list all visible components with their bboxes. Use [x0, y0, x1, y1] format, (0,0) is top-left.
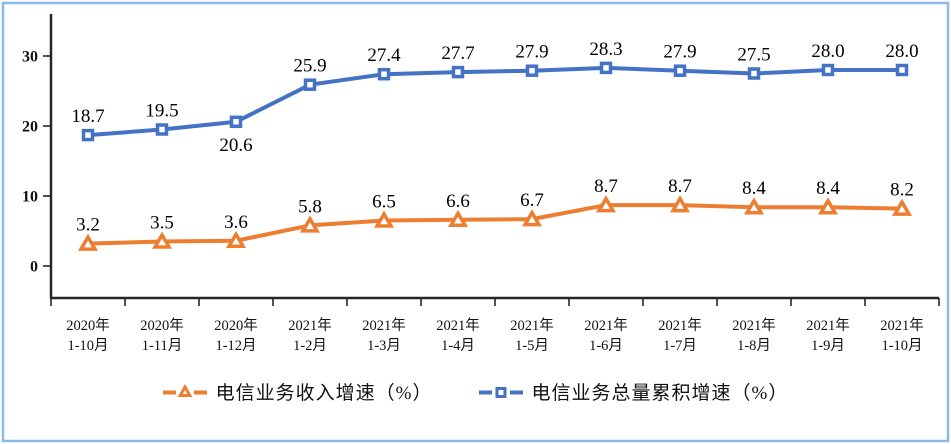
data-point-marker [743, 197, 765, 215]
x-tick-label: 2021年 1-8月 [732, 317, 776, 354]
x-tick-label: 2020年 1-12月 [214, 317, 258, 354]
y-tick-label: 30 [22, 49, 38, 66]
data-point-marker [303, 78, 317, 91]
x-tick-label: 2021年 1-2月 [288, 317, 332, 354]
data-point-marker [299, 215, 321, 233]
data-point-marker [151, 231, 173, 249]
x-tick-label: 2021年 1-5月 [510, 317, 554, 354]
data-point-marker [377, 67, 391, 81]
y-tick-label: 0 [30, 259, 38, 276]
data-point-marker [821, 63, 835, 77]
data-label: 8.4 [742, 178, 766, 199]
data-point-marker [891, 198, 913, 216]
data-point-marker [521, 209, 543, 227]
chart-legend: 电信业务收入增速（%） 电信业务总量累积增速（%） [0, 378, 951, 405]
data-label: 28.0 [811, 41, 844, 62]
data-label: 8.2 [890, 180, 914, 201]
data-label: 27.7 [441, 43, 474, 64]
series-line-1 [87, 65, 902, 138]
data-point-marker [451, 65, 465, 79]
x-tick-label: 2020年 1-10月 [66, 317, 110, 354]
data-label: 19.5 [145, 101, 178, 122]
legend-item-total-volume-growth: 电信业务总量累积增速（%） [478, 378, 789, 405]
data-label: 3.6 [224, 212, 248, 233]
legend-square-marker-icon [478, 386, 523, 398]
data-point-marker [895, 63, 909, 77]
legend-label-revenue-growth: 电信业务收入增速（%） [215, 383, 433, 404]
data-label: 8.7 [668, 176, 692, 197]
y-tick-label: 20 [22, 119, 38, 136]
data-label: 27.4 [367, 45, 401, 66]
data-label: 8.4 [816, 178, 840, 199]
legend-item-revenue-growth: 电信业务收入增速（%） [162, 378, 433, 405]
x-tick-label: 2021年 1-4月 [436, 317, 480, 354]
data-point-marker [81, 128, 95, 142]
data-label: 6.5 [372, 192, 396, 213]
data-point-marker [447, 209, 469, 228]
data-point-marker [229, 115, 243, 129]
data-point-marker [155, 123, 169, 136]
data-label: 6.7 [520, 190, 544, 211]
data-point-marker [595, 195, 617, 213]
x-tick-label: 2021年 1-10月 [880, 317, 924, 354]
data-point-marker [747, 67, 761, 80]
data-point-marker [669, 195, 691, 213]
data-point-marker [599, 61, 613, 75]
legend-triangle-marker-icon [162, 383, 207, 397]
data-label: 18.7 [71, 106, 104, 127]
data-label: 8.7 [594, 176, 618, 197]
y-tick-label: 10 [22, 189, 38, 206]
data-label: 5.8 [298, 196, 322, 217]
data-point-marker [225, 230, 247, 249]
legend-label-total-volume-growth: 电信业务总量累积增速（%） [531, 383, 789, 404]
data-label: 3.2 [76, 215, 100, 236]
data-point-marker [525, 64, 539, 77]
data-point-marker [77, 233, 99, 251]
x-tick-label: 2021年 1-3月 [362, 317, 406, 354]
data-label: 27.9 [663, 42, 696, 63]
x-tick-label: 2020年 1-11月 [140, 317, 184, 354]
data-label: 27.5 [737, 45, 770, 66]
data-label: 25.9 [293, 56, 326, 77]
data-label: 28.3 [589, 39, 622, 60]
data-point-marker [673, 64, 687, 77]
data-label: 20.6 [219, 135, 252, 156]
data-label: 27.9 [515, 42, 548, 63]
x-tick-label: 2021年 1-9月 [806, 317, 850, 354]
series-line-0 [87, 203, 903, 246]
data-point-marker [817, 197, 839, 215]
data-label: 6.6 [446, 191, 470, 212]
x-tick-label: 2021年 1-7月 [658, 317, 702, 354]
data-label: 3.5 [150, 213, 174, 234]
x-tick-label: 2021年 1-6月 [584, 317, 628, 354]
data-label: 28.0 [885, 41, 918, 62]
data-point-marker [373, 210, 395, 228]
